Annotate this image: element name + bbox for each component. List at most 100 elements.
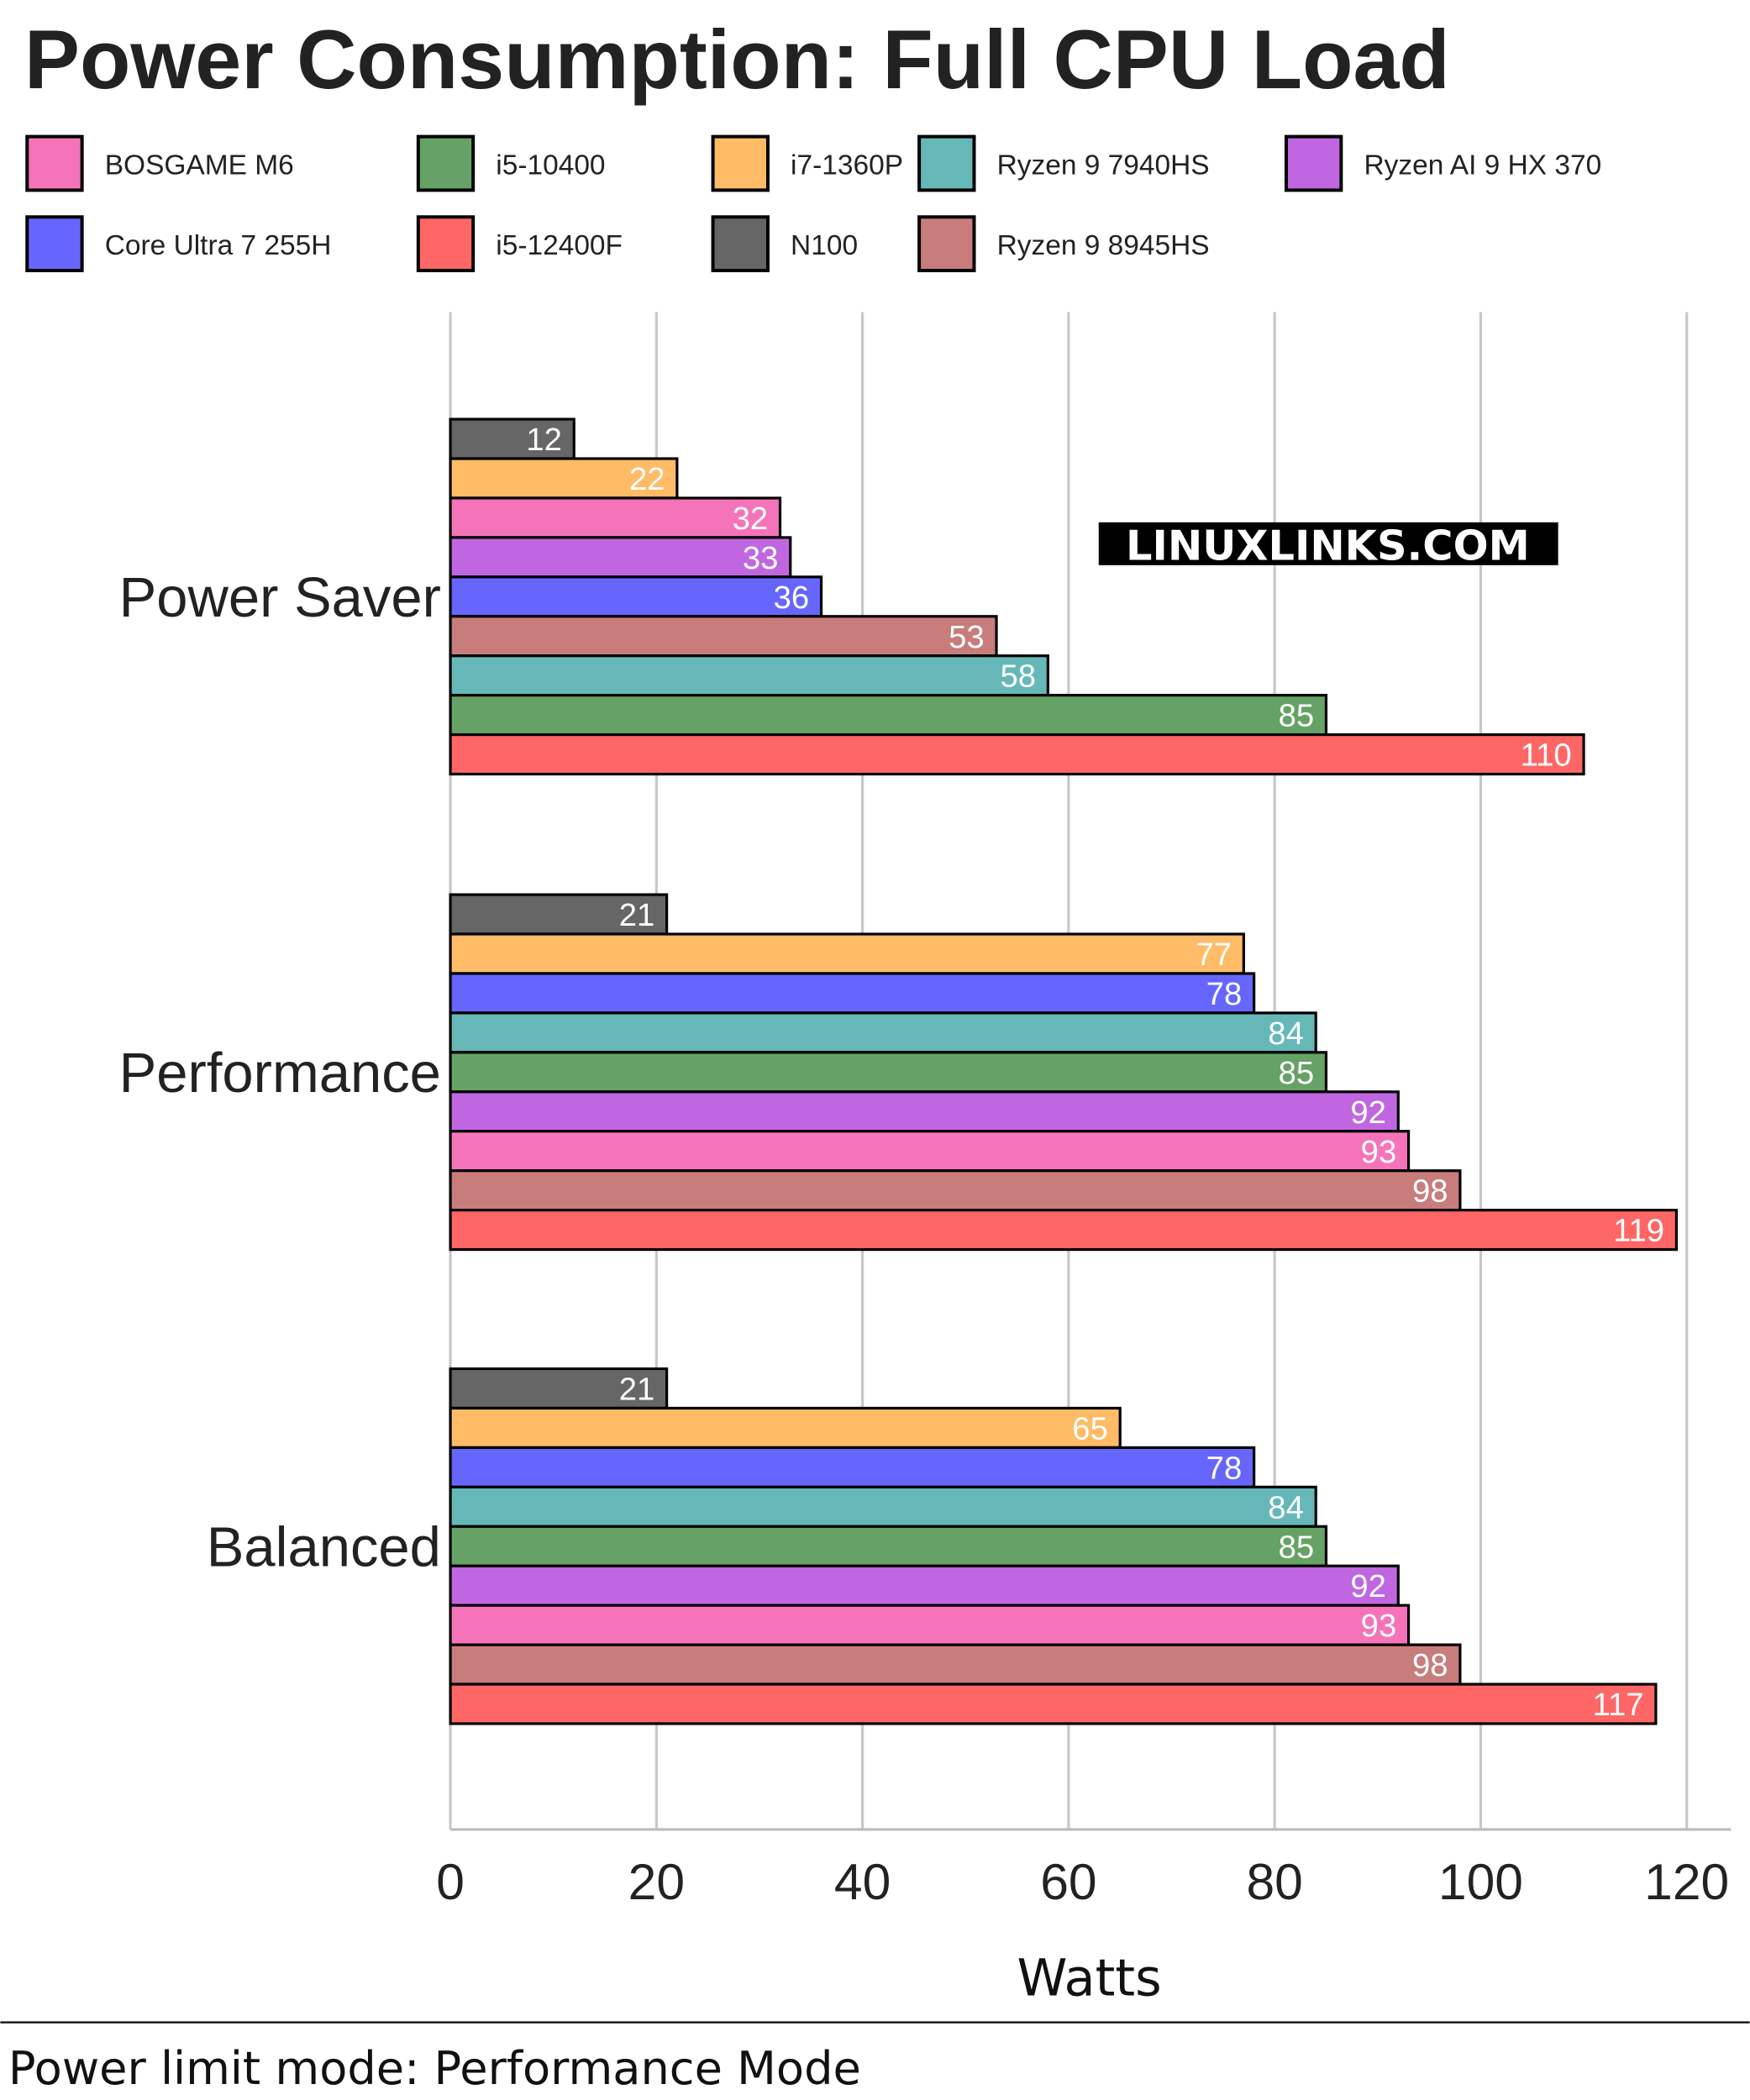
legend-item: i7-1360P [711, 134, 903, 192]
bar-value-label: 110 [1521, 738, 1572, 774]
watermark-text: LINUXLINKS.COM [1126, 521, 1530, 570]
legend-swatch [416, 134, 476, 192]
bar-value-label: 33 [743, 540, 779, 576]
bar [449, 496, 782, 539]
bar [449, 1169, 1462, 1212]
bar-value-label: 21 [619, 897, 655, 933]
bar [449, 615, 998, 658]
bar-value-label: 21 [619, 1371, 655, 1407]
bar [449, 654, 1049, 697]
bar [449, 1643, 1462, 1686]
bar [449, 1446, 1256, 1488]
bar [449, 1604, 1411, 1646]
bar-value-label: 98 [1412, 1647, 1448, 1683]
bar [449, 1090, 1400, 1133]
legend-item: Ryzen 9 7940HS [917, 134, 1210, 192]
legend-item: Ryzen 9 8945HS [917, 215, 1210, 273]
bar-value-label: 77 [1196, 937, 1232, 973]
bar-value-label: 93 [1361, 1134, 1397, 1170]
x-tick-label: 0 [436, 1853, 465, 1910]
bar-value-label: 84 [1268, 1016, 1304, 1052]
bar [449, 1683, 1658, 1725]
bar-value-label: 12 [526, 422, 562, 458]
bar-value-label: 85 [1279, 1055, 1315, 1091]
bar [449, 694, 1328, 737]
bar [449, 457, 679, 500]
watermark: LINUXLINKS.COM [1098, 521, 1558, 570]
bar-value-label: 53 [949, 619, 985, 655]
category-labels: Power Saver Performance Balanced [119, 566, 441, 1578]
bar [449, 1525, 1328, 1567]
legend-item: i5-12400F [416, 215, 623, 273]
legend-swatch [711, 215, 770, 273]
bar-value-label: 117 [1593, 1687, 1644, 1723]
bar-value-label: 78 [1206, 1450, 1243, 1486]
bar [449, 536, 792, 579]
legend-label: N100 [791, 230, 858, 261]
bar-value-label: 92 [1350, 1568, 1386, 1604]
legend-swatch [25, 134, 84, 192]
legend-item: N100 [711, 215, 858, 273]
x-tick-labels: 0 20 40 60 80 100 120 [436, 1853, 1729, 1910]
bar-value-label: 32 [733, 501, 769, 537]
bar-value-label: 65 [1072, 1410, 1108, 1446]
x-tick-label: 60 [1040, 1853, 1096, 1910]
legend-label: Ryzen 9 8945HS [997, 230, 1210, 261]
bar-group: 21 65 78 84 85 92 93 98 117 [449, 1367, 1658, 1725]
footer-text: Power limit mode: Performance Mode [8, 2042, 861, 2095]
legend-label: Ryzen 9 7940HS [997, 150, 1210, 181]
bar [449, 1130, 1411, 1173]
legend-label: i7-1360P [791, 150, 903, 181]
legend-swatch [917, 215, 976, 273]
bar-value-label: 36 [774, 580, 810, 616]
bar-value-label: 85 [1279, 698, 1315, 734]
chart-title: Power Consumption: Full CPU Load [24, 13, 1450, 106]
bar-value-label: 119 [1613, 1213, 1664, 1249]
x-tick-label: 80 [1246, 1853, 1302, 1910]
x-tick-label: 100 [1438, 1853, 1523, 1910]
bar-value-label: 93 [1361, 1608, 1397, 1644]
category-label: Balanced [207, 1516, 441, 1579]
bar-value-label: 98 [1412, 1173, 1448, 1210]
bars: 1222323336535885110217778848592939811921… [449, 417, 1679, 1725]
bar-value-label: 22 [629, 461, 665, 497]
legend: BOSGAME M6 i5-10400 i7-1360P Ryzen 9 7940HS… [25, 134, 1601, 273]
x-tick-label: 20 [628, 1853, 685, 1910]
bar-value-label: 84 [1268, 1489, 1304, 1525]
bar [449, 932, 1245, 975]
bar [449, 1406, 1122, 1449]
bar [449, 1485, 1317, 1528]
bar-value-label: 85 [1279, 1529, 1315, 1565]
category-label: Performance [119, 1042, 441, 1105]
legend-swatch [711, 134, 770, 192]
bar [449, 972, 1256, 1015]
category-label: Power Saver [119, 566, 441, 629]
bar [449, 1051, 1328, 1094]
legend-swatch [416, 215, 476, 273]
bar-value-label: 58 [1000, 659, 1036, 695]
legend-item: Ryzen AI 9 HX 370 [1284, 134, 1601, 192]
bar [449, 733, 1585, 776]
bar [449, 1564, 1400, 1607]
x-axis-label: Watts [1017, 1950, 1161, 2008]
legend-label: i5-10400 [496, 150, 605, 181]
x-tick-label: 40 [834, 1853, 891, 1910]
legend-label: Ryzen AI 9 HX 370 [1364, 150, 1601, 181]
legend-item: Core Ultra 7 255H [25, 215, 332, 273]
legend-label: i5-12400F [496, 230, 623, 261]
bar-value-label: 78 [1206, 976, 1243, 1012]
bar [449, 893, 669, 936]
legend-swatch [25, 215, 84, 273]
legend-item: i5-10400 [416, 134, 606, 192]
legend-label: BOSGAME M6 [105, 150, 294, 181]
x-tick-label: 120 [1644, 1853, 1729, 1910]
legend-label: Core Ultra 7 255H [105, 230, 332, 261]
bar [449, 1209, 1679, 1252]
bar-value-label: 92 [1350, 1095, 1386, 1131]
bar [449, 1011, 1317, 1054]
legend-swatch [917, 134, 976, 192]
bar [449, 575, 823, 618]
